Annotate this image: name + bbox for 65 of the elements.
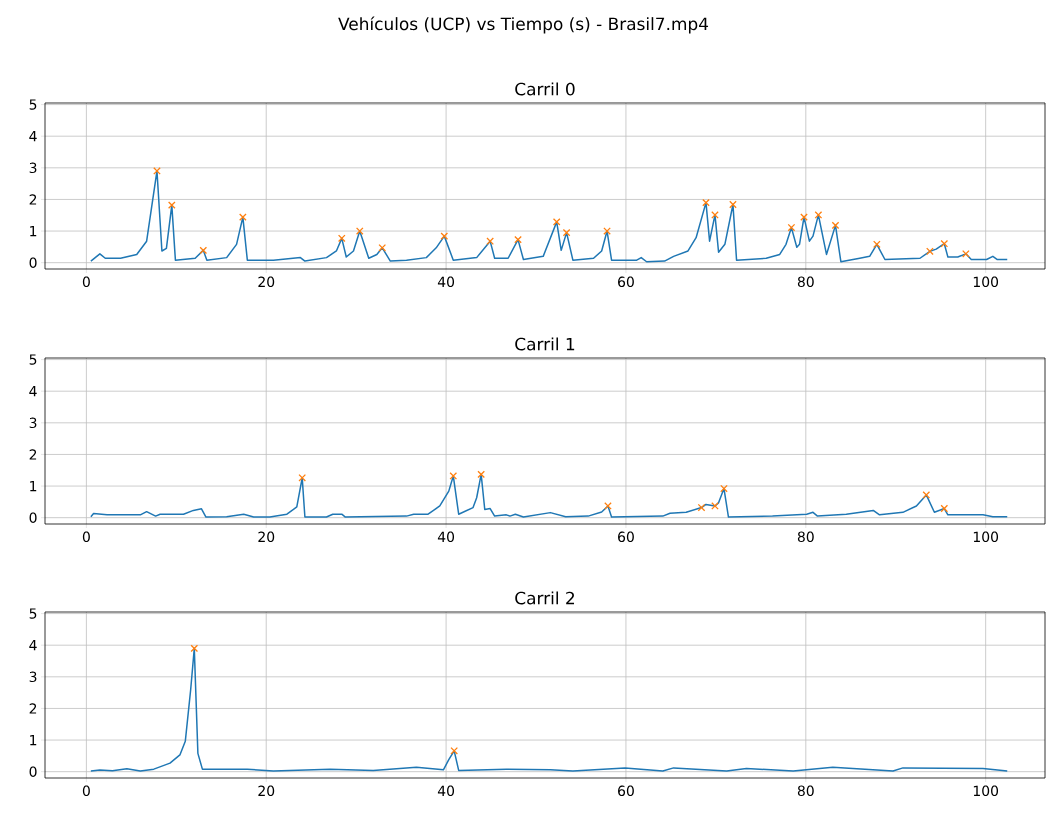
line-series [90,473,1008,518]
y-tick-label: 4 [29,131,37,142]
x-tick-label: 20 [258,276,275,288]
point [720,484,728,493]
point [800,213,808,221]
point [702,198,710,207]
point [239,213,247,221]
point [298,474,307,482]
x-tick-label: 40 [437,785,455,797]
line-series [90,647,1008,772]
point [940,504,949,513]
chart-subtitle: Carril 0 [515,82,575,96]
y-tick-label: 2 [29,194,37,205]
y-tick-label: 3 [29,417,37,429]
x-tick-label: 80 [797,785,814,797]
x-tick-label: 60 [618,276,634,288]
chart-title: Carril 1 [515,337,575,351]
point [697,503,706,512]
x-tick-label: 20 [258,785,275,797]
x-tick-label: 100 [973,276,999,288]
x-tick-label: 100 [973,785,999,797]
y-tick-label: 0 [29,766,37,777]
x-tick-label: 100 [973,531,999,543]
point [337,234,346,243]
y-tick-label: 0 [29,257,37,268]
point [926,247,934,256]
y-tick-label: 2 [29,449,37,460]
y-tick-label: 5 [29,354,37,365]
y-tick-label: 5 [29,608,37,619]
x-tick-label: 0 [82,276,90,288]
chart-title: Vehículos (UCP) vs Tiempo (s) - Brasil7.mp4 [338,16,709,34]
x-tick-label: 80 [797,276,814,288]
point [552,218,561,226]
x-tick-label: 0 [82,785,90,797]
y-tick-label: 1 [30,734,37,746]
point [477,470,485,479]
y-tick-label: 3 [29,671,37,683]
point [378,243,387,252]
point [922,491,931,499]
point [514,235,522,244]
x-tick-label: 40 [437,531,455,543]
point [449,472,458,480]
y-tick-label: 2 [29,703,37,714]
chart-title: Carril 2 [515,591,575,605]
y-tick-label: 1 [30,480,37,492]
y-tick-label: 4 [29,640,37,651]
x-tick-label: 60 [618,531,634,543]
point [831,221,840,230]
point [440,232,449,240]
point [814,211,823,219]
x-tick-label: 80 [797,531,814,543]
point [962,249,970,258]
x-tick-label: 0 [82,531,90,543]
x-tick-label: 60 [618,785,634,797]
line-series [90,170,1008,263]
y-tick-label: 5 [29,99,37,110]
x-tick-label: 20 [258,531,275,543]
y-tick-label: 3 [29,162,37,174]
y-tick-label: 1 [30,225,37,237]
y-tick-label: 0 [29,512,37,523]
point [355,227,364,235]
point [873,240,881,249]
y-tick-label: 4 [29,386,37,397]
point [729,200,737,209]
x-tick-label: 40 [437,276,455,288]
